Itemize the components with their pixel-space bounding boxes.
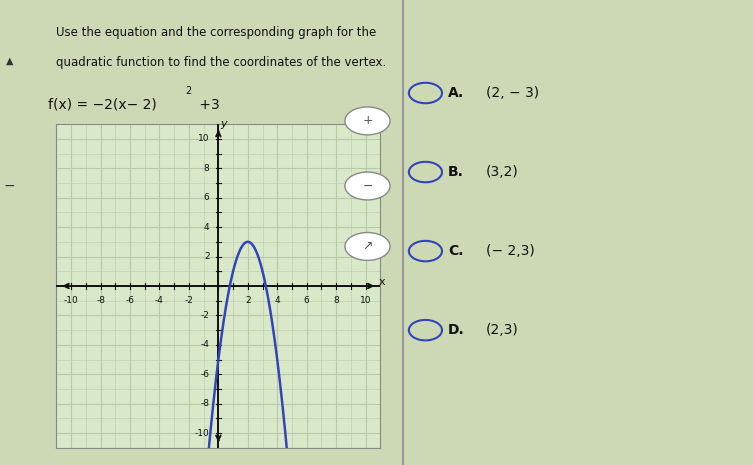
- Text: A.: A.: [448, 86, 465, 100]
- Text: -4: -4: [155, 296, 164, 306]
- Text: 10: 10: [360, 296, 371, 306]
- Text: -2: -2: [200, 311, 209, 320]
- Text: -10: -10: [195, 429, 209, 438]
- Text: 6: 6: [303, 296, 309, 306]
- Text: 10: 10: [198, 134, 209, 143]
- Text: quadratic function to find the coordinates of the vertex.: quadratic function to find the coordinat…: [56, 56, 386, 69]
- Text: (− 2,3): (− 2,3): [486, 244, 535, 258]
- Text: 8: 8: [334, 296, 339, 306]
- Text: −: −: [4, 179, 15, 193]
- Text: ↗: ↗: [362, 240, 373, 253]
- Text: x: x: [379, 277, 385, 286]
- Text: -10: -10: [64, 296, 78, 306]
- Text: -8: -8: [96, 296, 105, 306]
- Text: +3: +3: [195, 98, 220, 112]
- Text: (3,2): (3,2): [486, 165, 518, 179]
- Text: 4: 4: [274, 296, 280, 306]
- Text: -8: -8: [200, 399, 209, 408]
- Text: +: +: [362, 114, 373, 127]
- Text: (2,3): (2,3): [486, 323, 518, 337]
- Text: 6: 6: [204, 193, 209, 202]
- Text: Use the equation and the corresponding graph for the: Use the equation and the corresponding g…: [56, 26, 376, 39]
- Text: -6: -6: [200, 370, 209, 379]
- Text: -2: -2: [184, 296, 194, 306]
- Text: −: −: [362, 179, 373, 193]
- Text: y: y: [220, 119, 227, 129]
- Text: 2: 2: [245, 296, 251, 306]
- Text: -4: -4: [200, 340, 209, 349]
- Text: 2: 2: [204, 252, 209, 261]
- Text: D.: D.: [448, 323, 465, 337]
- Text: B.: B.: [448, 165, 464, 179]
- Text: 8: 8: [204, 164, 209, 173]
- Text: C.: C.: [448, 244, 464, 258]
- Text: 4: 4: [204, 223, 209, 232]
- Text: -6: -6: [126, 296, 135, 306]
- Text: 2: 2: [185, 86, 191, 96]
- Text: (2, − 3): (2, − 3): [486, 86, 539, 100]
- Text: f(x) = −2(x− 2): f(x) = −2(x− 2): [48, 98, 157, 112]
- Text: ▲: ▲: [6, 55, 13, 66]
